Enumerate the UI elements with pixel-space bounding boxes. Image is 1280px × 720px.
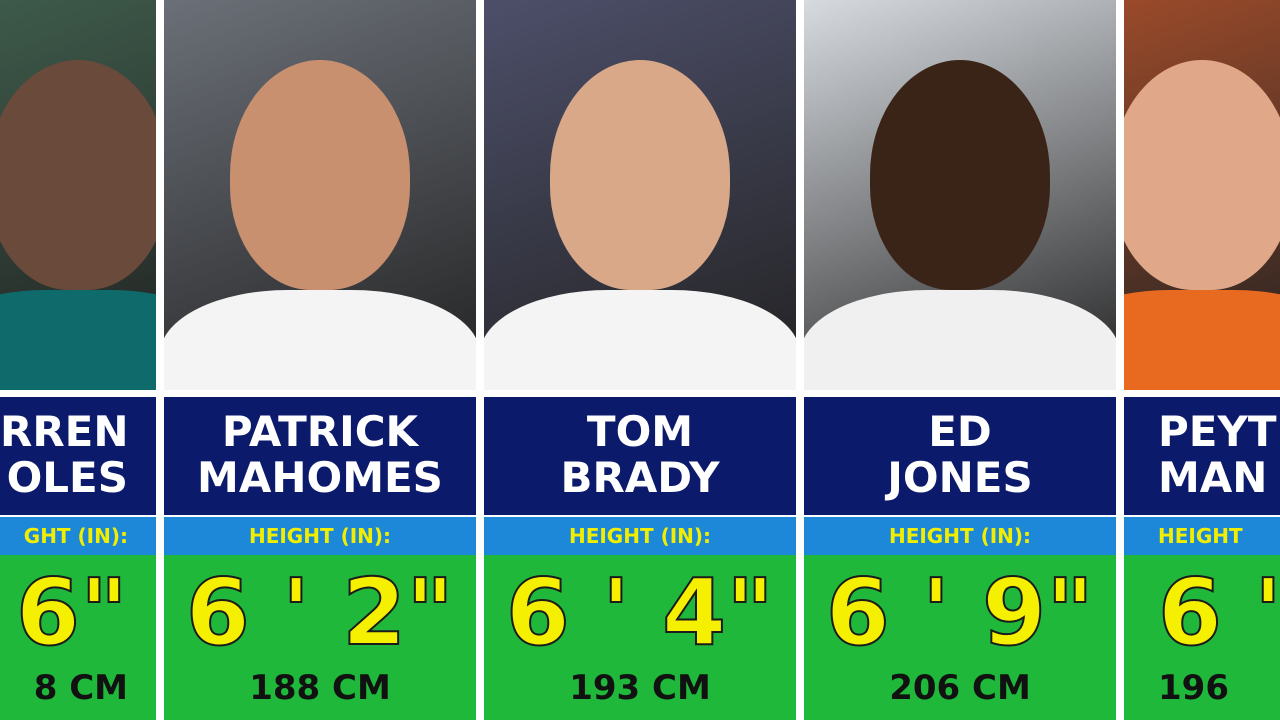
height-cm: 188 CM [249, 668, 391, 708]
height-label: HEIGHT (IN): [484, 517, 796, 555]
name-box: TOM BRADY [484, 397, 796, 515]
height-cm: 196 [1158, 668, 1229, 708]
player-photo [164, 0, 476, 390]
player-name-line: BRADY [560, 453, 720, 502]
height-panel [484, 555, 796, 720]
player-photo [0, 0, 156, 390]
height-panel [0, 555, 156, 720]
height-feet-inches: 6 ' 4" [505, 558, 775, 667]
height-panel [804, 555, 1116, 720]
player-name-line: OLES [6, 453, 128, 502]
player-name-line: PEYT [1158, 407, 1277, 456]
player-photo [1124, 0, 1280, 390]
height-panel [164, 555, 476, 720]
height-cm: 206 CM [889, 668, 1031, 708]
photo-body [0, 290, 156, 390]
height-cm: 8 CM [33, 668, 128, 708]
photo-head [230, 60, 410, 290]
name-box: PEYT MAN [1124, 397, 1280, 515]
height-label: HEIGHT [1124, 517, 1280, 555]
height-label: GHT (IN): [0, 517, 156, 555]
photo-body [484, 290, 796, 390]
height-label: HEIGHT (IN): [804, 517, 1116, 555]
photo-body [804, 290, 1116, 390]
height-label: HEIGHT (IN): [164, 517, 476, 555]
player-card: PATRICK MAHOMES HEIGHT (IN): 6 ' 2" 188 CM [164, 0, 476, 720]
height-feet-inches: 6 ' 5 [1157, 558, 1280, 667]
player-name-line: RREN [0, 407, 129, 456]
height-panel [1124, 555, 1280, 720]
player-name-line: PATRICK [221, 407, 419, 456]
height-feet-inches: 6 ' 9" [825, 558, 1095, 667]
photo-head [870, 60, 1050, 290]
player-photo [484, 0, 796, 390]
player-name-line: MAHOMES [197, 453, 443, 502]
player-card: RREN OLES GHT (IN): 6" 8 CM [0, 0, 156, 720]
player-name-line: ED [928, 407, 992, 456]
name-box: RREN OLES [0, 397, 156, 515]
photo-body [1124, 290, 1280, 390]
height-feet-inches: 6" [15, 558, 129, 667]
player-photo [804, 0, 1116, 390]
photo-body [164, 290, 476, 390]
photo-head [1124, 60, 1280, 290]
name-box: PATRICK MAHOMES [164, 397, 476, 515]
player-card: ED JONES HEIGHT (IN): 6 ' 9" 206 CM [804, 0, 1116, 720]
player-card: TOM BRADY HEIGHT (IN): 6 ' 4" 193 CM [484, 0, 796, 720]
player-name-line: JONES [887, 453, 1033, 502]
height-cm: 193 CM [569, 668, 711, 708]
height-feet-inches: 6 ' 2" [185, 558, 455, 667]
photo-head [550, 60, 730, 290]
photo-head [0, 60, 156, 290]
name-box: ED JONES [804, 397, 1116, 515]
player-name-line: TOM [586, 407, 694, 456]
player-name-line: MAN [1158, 453, 1268, 502]
